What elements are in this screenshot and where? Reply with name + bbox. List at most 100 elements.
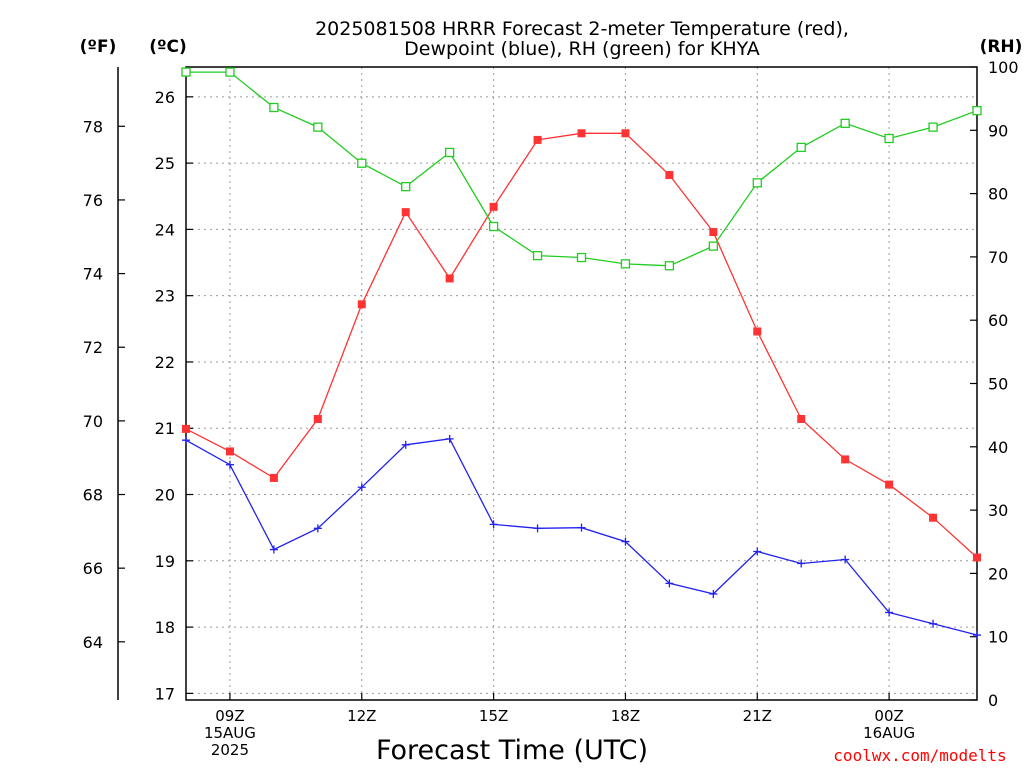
rh-point [357, 158, 367, 168]
dewpoint-point [313, 524, 322, 533]
rh-series [181, 67, 982, 271]
axes [117, 66, 978, 701]
dewpoint-point [401, 440, 410, 449]
dewpoint-point [709, 589, 718, 598]
rh-point [708, 241, 718, 251]
temperature-point [269, 473, 278, 482]
temperature-point [709, 228, 718, 237]
temperature-point [401, 208, 410, 217]
celsius-unit-label: (ºC) [149, 37, 187, 57]
fahrenheit-tick-label: 64 [83, 633, 103, 652]
fahrenheit-tick-label: 76 [83, 191, 103, 210]
rh-axis: 0 10 20 30 40 50 60 70 80 90 100 [970, 58, 1019, 710]
fahrenheit-tick-label: 74 [83, 265, 103, 284]
dewpoint-point [797, 559, 806, 568]
dewpoint-point [445, 434, 454, 443]
temperature-point [313, 414, 322, 423]
temperature-point [489, 202, 498, 211]
rh-point [576, 252, 587, 263]
celsius-tick-label: 21 [155, 419, 175, 438]
rh-tick-label: 100 [988, 58, 1019, 77]
title-line: 2025081508 HRRR Forecast 2-meter Tempera… [315, 18, 849, 40]
dewpoint-point [753, 547, 762, 556]
temperature-point [885, 480, 894, 489]
celsius-tick-label: 26 [155, 88, 175, 107]
celsius-tick-label: 17 [155, 684, 175, 703]
plot-frame [185, 66, 978, 701]
temperature-point [225, 447, 234, 456]
rh-point [928, 122, 938, 132]
dewpoint-line [185, 438, 978, 636]
rh-tick-label: 30 [988, 501, 1008, 520]
rh-point [401, 181, 411, 192]
celsius-tick-label: 20 [155, 486, 175, 505]
rh-tick-label: 20 [988, 564, 1008, 583]
dewpoint-point [885, 608, 894, 617]
celsius-tick-label: 25 [155, 154, 175, 173]
dewpoint-point [621, 537, 630, 546]
temperature-series [182, 129, 981, 562]
dewpoint-point [269, 545, 278, 554]
celsius-tick-label: 23 [155, 287, 175, 306]
temperature-point [753, 327, 762, 336]
fahrenheit-tick-label: 66 [83, 559, 103, 578]
time-tick-label: 18Z [611, 707, 640, 725]
credit-text: coolwx.com/modelts [833, 746, 1006, 765]
temperature-point [577, 129, 586, 138]
celsius-tick-label: 22 [155, 353, 175, 372]
temperature-line [185, 132, 978, 558]
celsius-tick-label: 18 [155, 618, 175, 637]
rh-point [840, 118, 850, 128]
temperature-point [621, 129, 630, 138]
x-axis-label: Forecast Time (UTC) [376, 735, 648, 766]
fahrenheit-tick-label: 70 [83, 412, 103, 431]
rh-point [884, 133, 894, 144]
rh-point [752, 178, 762, 188]
rh-line [186, 71, 978, 267]
time-tick-label: 16AUG [863, 724, 915, 742]
time-tick-label: 09Z [215, 707, 244, 725]
temperature-point [841, 455, 850, 464]
rh-tick-label: 50 [988, 375, 1008, 394]
chart-title: 2025081508 HRRR Forecast 2-meter Tempera… [315, 18, 849, 60]
dewpoint-point [929, 619, 938, 628]
rh-point [225, 67, 235, 77]
dewpoint-point [533, 524, 542, 533]
dewpoint-point [357, 483, 366, 492]
rh-unit-label: (RH) [980, 37, 1023, 57]
series [181, 67, 982, 640]
grid [186, 67, 977, 700]
temperature-point [929, 513, 938, 522]
rh-tick-label: 60 [988, 311, 1008, 330]
temperature-point [357, 300, 366, 309]
rh-point [269, 102, 279, 113]
rh-point [445, 147, 455, 158]
rh-point [488, 221, 499, 232]
temperature-point [445, 274, 454, 283]
fahrenheit-tick-label: 68 [83, 486, 103, 505]
rh-point [313, 122, 323, 132]
title-line: Dewpoint (blue), RH (green) for KHYA [404, 38, 760, 60]
temperature-point [973, 553, 981, 562]
temperature-point [182, 424, 190, 433]
rh-tick-label: 80 [988, 185, 1008, 204]
dewpoint-point [577, 523, 586, 532]
rh-tick-label: 70 [988, 248, 1008, 267]
rh-tick-label: 0 [988, 691, 998, 710]
rh-tick-label: 40 [988, 438, 1008, 457]
rh-point [532, 250, 543, 261]
dewpoint-point [665, 579, 674, 588]
dewpoint-point [225, 460, 234, 469]
fahrenheit-tick-label: 78 [83, 117, 103, 136]
time-tick-label: 15AUG [204, 724, 256, 742]
dewpoint-series [182, 434, 981, 640]
time-tick-label: 2025 [211, 741, 249, 759]
fahrenheit-axis: 64 66 68 70 72 74 76 78 [83, 117, 125, 652]
temperature-point [533, 135, 542, 144]
time-tick-label: 00Z [874, 707, 903, 725]
rh-tick-label: 10 [988, 628, 1008, 647]
rh-tick-label: 90 [988, 121, 1008, 140]
dewpoint-point [489, 520, 498, 529]
